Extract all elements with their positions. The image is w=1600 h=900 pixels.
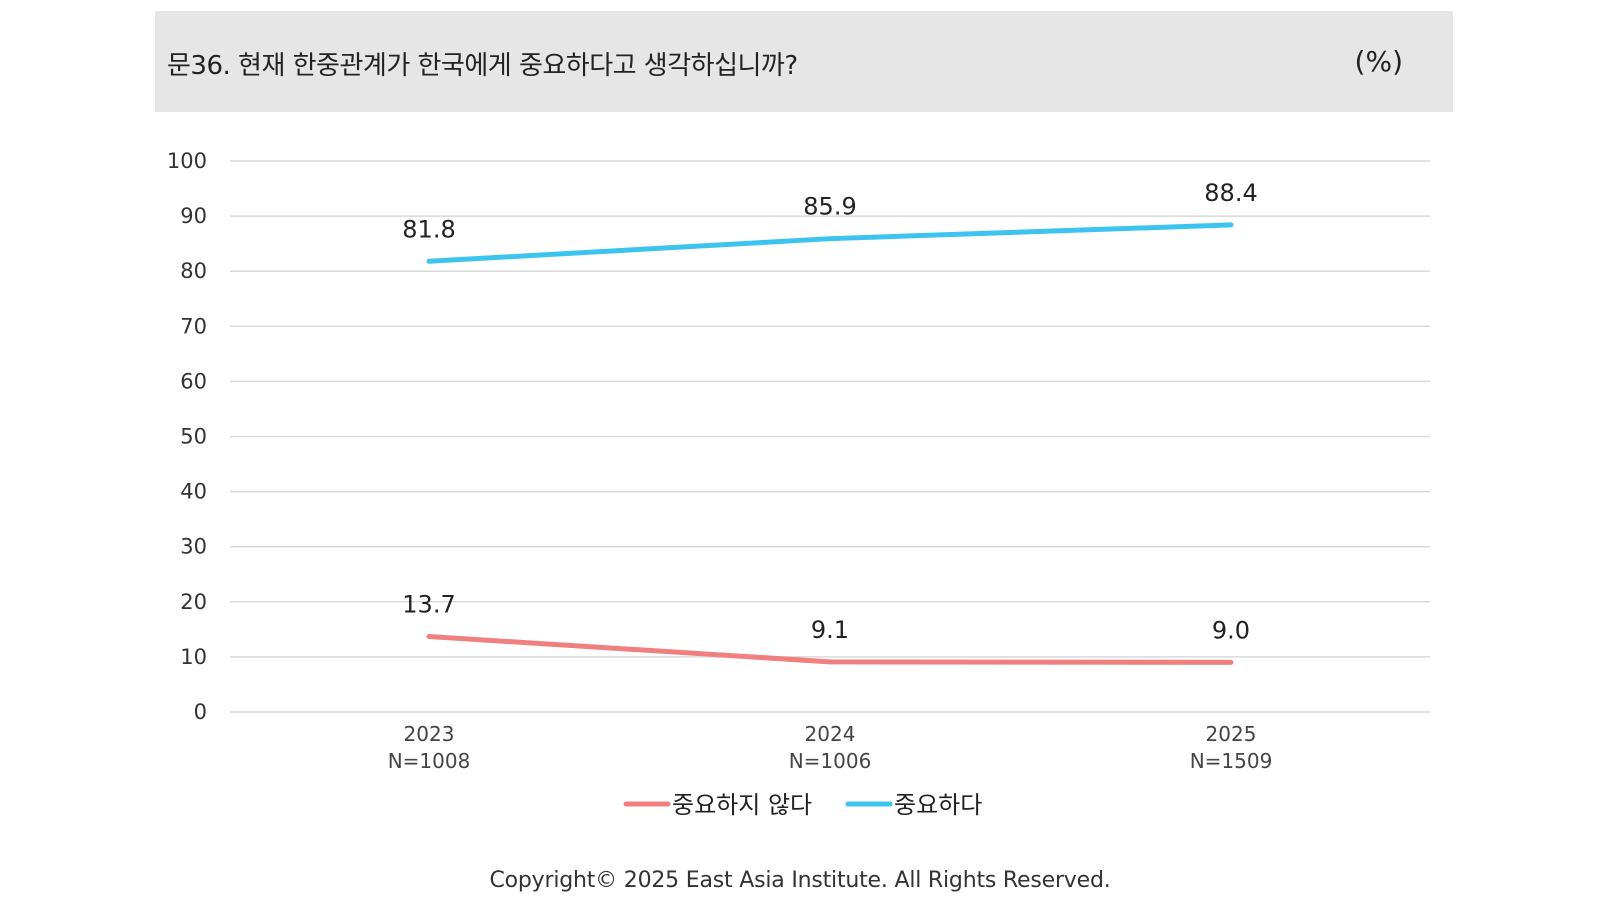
title-bar: 문36. 현재 한중관계가 한국에게 중요하다고 생각하십니까? (%) bbox=[155, 11, 1453, 112]
data-point bbox=[828, 236, 832, 241]
y-tick-label: 10 bbox=[180, 645, 207, 669]
line-chart: 0 10 20 30 40 50 60 70 80 90 100 2023 N=1008 2024 N=10… bbox=[167, 149, 1430, 819]
chart-title: 문36. 현재 한중관계가 한국에게 중요하다고 생각하십니까? bbox=[167, 51, 798, 81]
x-tick-sublabel: N=1008 bbox=[388, 749, 471, 773]
y-tick-label: 20 bbox=[180, 590, 207, 614]
data-label: 81.8 bbox=[402, 215, 455, 243]
data-label: 9.1 bbox=[811, 616, 849, 644]
y-tick-label: 60 bbox=[180, 369, 207, 393]
y-tick-label: 30 bbox=[180, 535, 207, 559]
data-point bbox=[1229, 660, 1233, 665]
data-label: 9.0 bbox=[1212, 616, 1250, 644]
y-tick-label: 50 bbox=[180, 425, 207, 449]
data-point bbox=[828, 659, 832, 664]
legend-label: 중요하다 bbox=[894, 791, 982, 819]
x-tick-sublabel: N=1006 bbox=[789, 749, 872, 773]
y-tick-label: 40 bbox=[180, 480, 207, 504]
data-point bbox=[427, 634, 431, 639]
y-tick-label: 70 bbox=[180, 314, 207, 338]
copyright-text: Copyright© 2025 East Asia Institute. All… bbox=[489, 868, 1111, 893]
legend-label: 중요하지 않다 bbox=[672, 791, 812, 819]
y-tick-label: 100 bbox=[167, 149, 207, 173]
data-label: 85.9 bbox=[803, 193, 856, 221]
x-tick-label: 2024 bbox=[805, 722, 856, 746]
y-tick-label: 0 bbox=[194, 700, 207, 724]
data-point bbox=[1229, 222, 1233, 227]
data-label: 13.7 bbox=[402, 591, 455, 619]
x-tick-sublabel: N=1509 bbox=[1190, 749, 1273, 773]
x-tick-label: 2025 bbox=[1206, 722, 1257, 746]
data-point bbox=[427, 259, 431, 264]
y-tick-label: 90 bbox=[180, 204, 207, 228]
series-line-1 bbox=[426, 222, 1234, 264]
x-tick-label: 2023 bbox=[404, 722, 455, 746]
data-label: 88.4 bbox=[1204, 179, 1257, 207]
unit-label: (%) bbox=[1354, 45, 1403, 78]
y-tick-label: 80 bbox=[180, 259, 207, 283]
